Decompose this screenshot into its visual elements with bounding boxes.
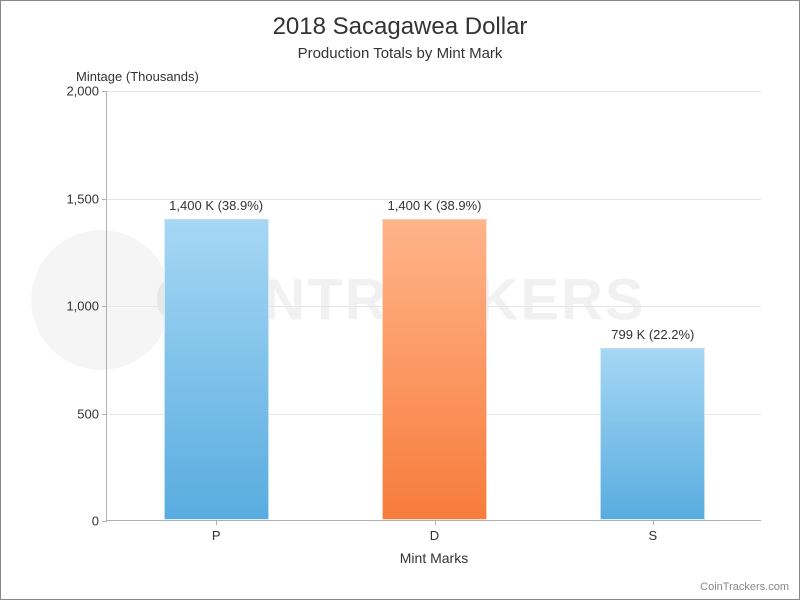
bar-value-label: 1,400 K (38.9%)	[169, 198, 263, 213]
ytick-label: 1,500	[66, 191, 107, 206]
ytick-label: 1,000	[66, 299, 107, 314]
credit-text: CoinTrackers.com	[700, 581, 789, 593]
ytick-mark	[102, 91, 107, 92]
bar-value-label: 1,400 K (38.9%)	[388, 198, 482, 213]
ytick-mark	[102, 521, 107, 522]
xtick-mark	[216, 520, 217, 525]
xtick-mark	[435, 520, 436, 525]
grid-line	[107, 91, 761, 92]
chart-container: COINTRACKERS 2018 Sacagawea Dollar Produ…	[0, 0, 800, 600]
bar	[382, 219, 487, 520]
yaxis-title: Mintage (Thousands)	[76, 69, 199, 84]
xtick-mark	[653, 520, 654, 525]
ytick-label: 2,000	[66, 84, 107, 99]
chart-title: 2018 Sacagawea Dollar	[1, 13, 799, 41]
bar-value-label: 799 K (22.2%)	[611, 327, 694, 342]
ytick-mark	[102, 199, 107, 200]
ytick-mark	[102, 306, 107, 307]
bar	[600, 348, 705, 520]
ytick-mark	[102, 414, 107, 415]
xaxis-title: Mint Marks	[400, 550, 468, 566]
plot-area: Mint Marks 05001,0001,5002,0001,400 K (3…	[106, 91, 761, 521]
bar	[164, 219, 269, 520]
chart-subtitle: Production Totals by Mint Mark	[1, 45, 799, 62]
